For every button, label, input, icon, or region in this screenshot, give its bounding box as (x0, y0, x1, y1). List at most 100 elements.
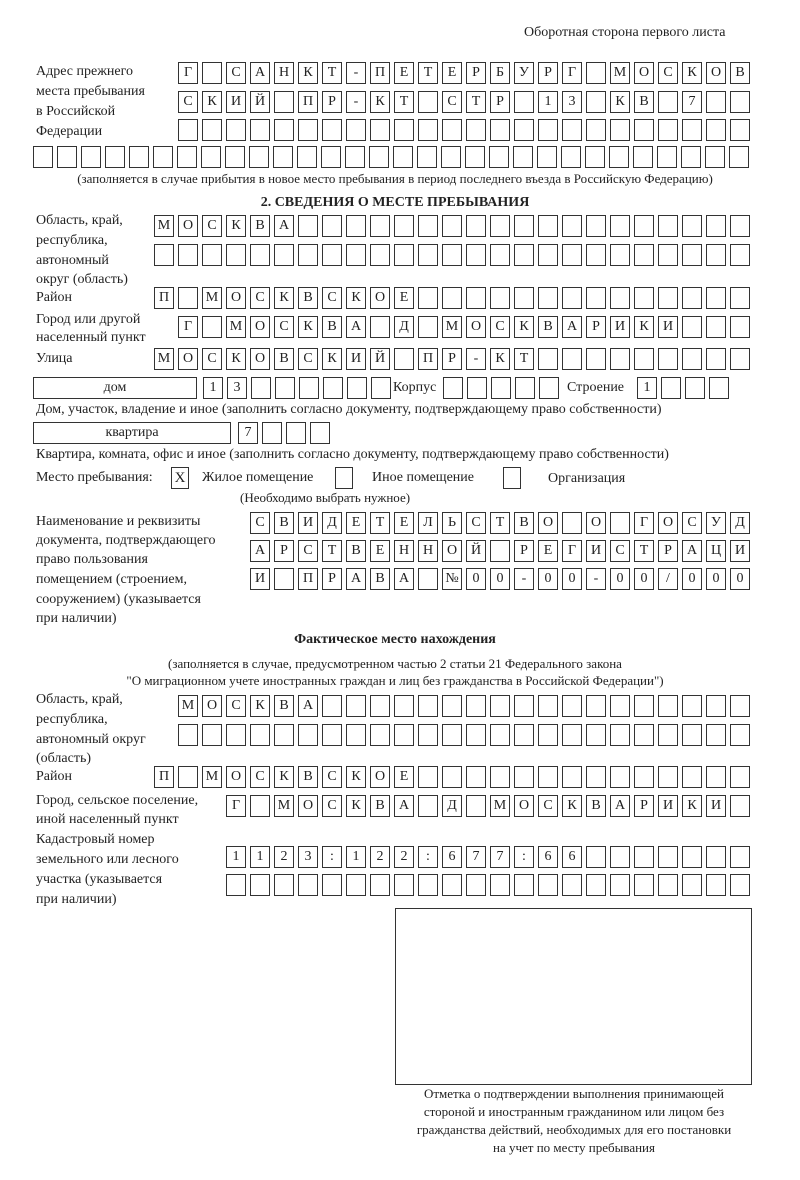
char-cell[interactable]: 6 (562, 846, 582, 868)
char-cell[interactable]: В (346, 540, 366, 562)
char-cell[interactable] (81, 146, 101, 168)
char-cell[interactable] (682, 348, 702, 370)
char-cell[interactable]: 7 (466, 846, 486, 868)
char-cell[interactable] (562, 695, 582, 717)
char-cell[interactable] (262, 422, 282, 444)
doc-row-3[interactable]: И П Р А В А № 0 0-0 0-0 0/0 0 0 (250, 568, 750, 590)
char-cell[interactable]: Г (178, 316, 198, 338)
char-cell[interactable]: А (346, 316, 366, 338)
char-cell[interactable]: В (514, 512, 534, 534)
char-cell[interactable] (706, 119, 726, 141)
char-cell[interactable]: С (610, 540, 630, 562)
char-cell[interactable] (250, 795, 270, 817)
char-cell[interactable]: Л (418, 512, 438, 534)
char-cell[interactable]: К (634, 316, 654, 338)
char-cell[interactable] (370, 215, 390, 237)
char-cell[interactable]: О (706, 62, 726, 84)
char-cell[interactable]: Р (322, 91, 342, 113)
char-cell[interactable]: А (682, 540, 702, 562)
char-cell[interactable] (394, 119, 414, 141)
char-cell[interactable] (442, 119, 462, 141)
char-cell[interactable]: Й (466, 540, 486, 562)
char-cell[interactable] (586, 874, 606, 896)
char-cell[interactable] (682, 766, 702, 788)
char-cell[interactable] (490, 766, 510, 788)
char-cell[interactable] (418, 766, 438, 788)
char-cell[interactable] (393, 146, 413, 168)
char-cell[interactable]: Д (322, 512, 342, 534)
checkbox-residential[interactable]: X (171, 467, 189, 489)
char-cell[interactable] (129, 146, 149, 168)
char-cell[interactable] (658, 874, 678, 896)
char-cell[interactable] (441, 146, 461, 168)
char-cell[interactable] (706, 244, 726, 266)
char-cell[interactable] (730, 316, 750, 338)
char-cell[interactable]: С (202, 348, 222, 370)
cadastre-row-2[interactable] (226, 874, 750, 896)
char-cell[interactable] (153, 146, 173, 168)
char-cell[interactable]: В (370, 795, 390, 817)
char-cell[interactable]: С (250, 766, 270, 788)
char-cell[interactable]: № (442, 568, 462, 590)
char-cell[interactable] (490, 119, 510, 141)
char-cell[interactable]: О (370, 287, 390, 309)
char-cell[interactable] (586, 724, 606, 746)
char-cell[interactable] (538, 724, 558, 746)
char-cell[interactable] (681, 146, 701, 168)
char-cell[interactable]: А (562, 316, 582, 338)
char-cell[interactable] (490, 724, 510, 746)
char-cell[interactable]: О (634, 62, 654, 84)
char-cell[interactable]: М (202, 287, 222, 309)
char-cell[interactable] (658, 91, 678, 113)
char-cell[interactable] (562, 348, 582, 370)
char-cell[interactable] (610, 348, 630, 370)
char-cell[interactable]: И (658, 316, 678, 338)
char-cell[interactable] (347, 377, 367, 399)
char-cell[interactable] (658, 348, 678, 370)
char-cell[interactable] (274, 874, 294, 896)
char-cell[interactable] (177, 146, 197, 168)
char-cell[interactable] (418, 695, 438, 717)
char-cell[interactable]: М (274, 795, 294, 817)
char-cell[interactable] (178, 119, 198, 141)
char-cell[interactable] (610, 846, 630, 868)
char-cell[interactable] (730, 348, 750, 370)
char-cell[interactable] (633, 146, 653, 168)
char-cell[interactable]: К (370, 91, 390, 113)
char-cell[interactable] (562, 874, 582, 896)
char-cell[interactable]: К (610, 91, 630, 113)
building-row[interactable]: 1 (637, 377, 729, 399)
char-cell[interactable] (322, 724, 342, 746)
char-cell[interactable]: Д (442, 795, 462, 817)
char-cell[interactable] (370, 316, 390, 338)
char-cell[interactable] (466, 724, 486, 746)
char-cell[interactable] (586, 215, 606, 237)
char-cell[interactable]: Б (490, 62, 510, 84)
char-cell[interactable] (682, 287, 702, 309)
char-cell[interactable]: К (514, 316, 534, 338)
char-cell[interactable] (685, 377, 705, 399)
char-cell[interactable]: Й (250, 91, 270, 113)
char-cell[interactable] (250, 874, 270, 896)
char-cell[interactable]: 7 (682, 91, 702, 113)
char-cell[interactable]: В (634, 91, 654, 113)
char-cell[interactable]: Г (634, 512, 654, 534)
char-cell[interactable] (682, 244, 702, 266)
char-cell[interactable] (178, 724, 198, 746)
char-cell[interactable] (394, 215, 414, 237)
char-cell[interactable]: К (562, 795, 582, 817)
char-cell[interactable]: 3 (227, 377, 247, 399)
char-cell[interactable] (417, 146, 437, 168)
char-cell[interactable] (274, 244, 294, 266)
char-cell[interactable]: М (490, 795, 510, 817)
char-cell[interactable] (226, 244, 246, 266)
char-cell[interactable]: Р (538, 62, 558, 84)
char-cell[interactable] (539, 377, 559, 399)
char-cell[interactable] (298, 874, 318, 896)
char-cell[interactable] (418, 287, 438, 309)
char-cell[interactable] (538, 119, 558, 141)
char-cell[interactable]: М (610, 62, 630, 84)
char-cell[interactable] (202, 316, 222, 338)
char-cell[interactable]: И (706, 795, 726, 817)
